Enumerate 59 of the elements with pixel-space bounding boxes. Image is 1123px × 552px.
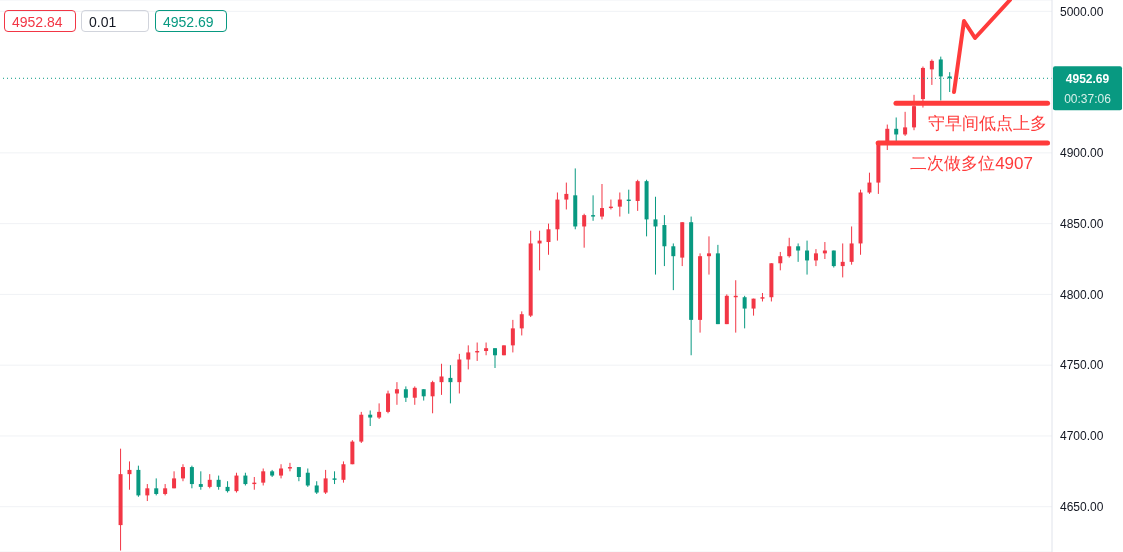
candlestick bbox=[742, 295, 747, 329]
y-tick-label: 5000.00 bbox=[1060, 4, 1104, 19]
candlestick bbox=[903, 111, 908, 137]
ref-line-label: 守早间低点上多 bbox=[927, 114, 1047, 134]
candlestick bbox=[600, 183, 604, 220]
candlestick bbox=[457, 353, 462, 394]
candlestick bbox=[439, 363, 444, 396]
candlestick bbox=[412, 385, 417, 406]
candlestick bbox=[635, 179, 640, 212]
candlestick bbox=[394, 381, 399, 406]
candlestick bbox=[546, 223, 551, 256]
candlestick bbox=[493, 347, 498, 369]
candlestick bbox=[305, 467, 310, 488]
candlestick bbox=[706, 235, 711, 276]
y-tick-label: 4750.00 bbox=[1060, 358, 1104, 373]
annotation: 0.01 bbox=[81, 10, 149, 32]
y-tick-label: 4850.00 bbox=[1060, 216, 1104, 231]
candlestick bbox=[484, 342, 489, 356]
candlestick bbox=[778, 251, 783, 271]
y-tick-label: 4700.00 bbox=[1060, 429, 1104, 444]
candlestick bbox=[912, 94, 917, 131]
candlestick bbox=[341, 460, 346, 484]
candlestick bbox=[662, 214, 667, 267]
candlestick bbox=[377, 402, 382, 420]
candlestick bbox=[849, 225, 854, 266]
y-tick-label: 4800.00 bbox=[1060, 287, 1104, 302]
y-tick-label: 4650.00 bbox=[1060, 499, 1104, 514]
annotation: 4952.69 bbox=[155, 10, 227, 32]
candlestick bbox=[448, 364, 453, 404]
candlestick bbox=[787, 237, 792, 259]
candlestick bbox=[867, 172, 872, 195]
candlestick bbox=[813, 248, 818, 267]
candlestick bbox=[466, 344, 471, 370]
candlestick bbox=[805, 240, 810, 276]
candlestick bbox=[510, 319, 515, 353]
candlestick bbox=[189, 465, 194, 489]
candlestick bbox=[796, 242, 801, 263]
candlestick bbox=[519, 310, 524, 336]
candlestick bbox=[840, 242, 845, 278]
candlestick bbox=[163, 483, 168, 496]
candlestick bbox=[671, 242, 676, 291]
candlestick bbox=[350, 439, 355, 465]
candlestick bbox=[591, 194, 596, 222]
annotation: 4952.84 bbox=[4, 10, 76, 32]
ref-line-label: 4952.69 bbox=[1065, 72, 1110, 87]
text: 00:37:06 bbox=[1064, 92, 1112, 107]
y-tick-label: 4900.00 bbox=[1060, 146, 1104, 161]
candlestick bbox=[127, 460, 132, 491]
candlestick bbox=[234, 472, 239, 494]
candlestick bbox=[386, 390, 391, 414]
candlestick bbox=[323, 469, 328, 495]
candlestick bbox=[582, 213, 587, 249]
candlestick bbox=[653, 196, 658, 276]
candlestick bbox=[430, 380, 435, 414]
candlestick bbox=[198, 470, 203, 491]
ref-line-label: 二次做多位4907 bbox=[910, 153, 1033, 173]
candlestick bbox=[564, 182, 569, 210]
candlestick bbox=[929, 58, 934, 86]
candlestick bbox=[617, 191, 622, 218]
